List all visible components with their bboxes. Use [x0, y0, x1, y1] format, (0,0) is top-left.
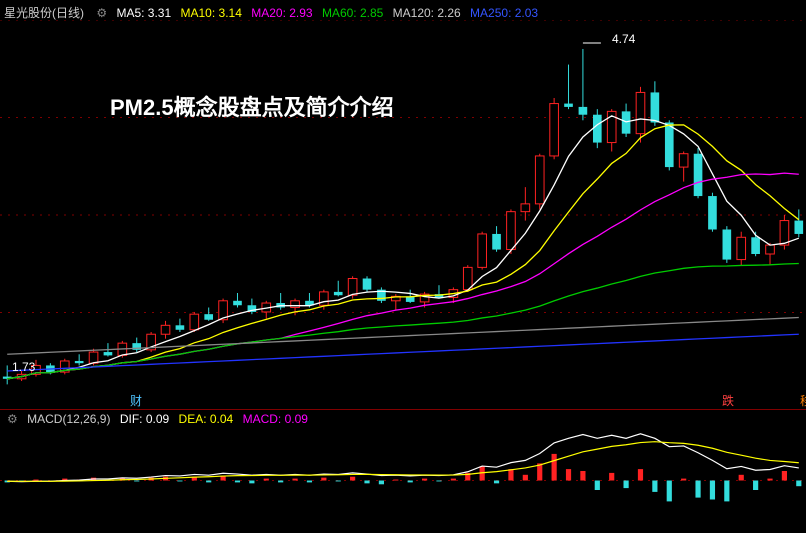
bottom-label-die: 跌 — [722, 392, 734, 409]
ma5-label: MA5: 3.31 — [116, 6, 171, 20]
gear-icon[interactable]: ⚙ — [96, 6, 107, 20]
macd-chart[interactable] — [0, 428, 806, 533]
main-candlestick-chart[interactable]: 4.74 1.73 财 跌 移 — [0, 20, 806, 410]
overlay-title: PM2.5概念股盘点及简介介绍 — [110, 90, 394, 122]
ma120-label: MA120: 2.26 — [393, 6, 461, 20]
ma60-label: MA60: 2.85 — [322, 6, 383, 20]
bottom-label-yi: 移 — [800, 392, 806, 409]
stock-name: 星光股份(日线) — [4, 6, 84, 20]
chart-header: 星光股份(日线) ⚙ MA5: 3.31 MA10: 3.14 MA20: 2.… — [4, 4, 544, 21]
ma20-label: MA20: 2.93 — [251, 6, 312, 20]
high-price-label: 4.74 — [612, 32, 635, 46]
low-price-label: 1.73 — [12, 360, 35, 374]
main-chart-svg — [0, 20, 806, 410]
macd-title: MACD(12,26,9) — [27, 412, 110, 426]
bottom-label-cai: 财 — [130, 392, 142, 409]
macd-chart-svg — [0, 428, 806, 533]
ma250-label: MA250: 2.03 — [470, 6, 538, 20]
ma10-label: MA10: 3.14 — [181, 6, 242, 20]
macd-header: ⚙ MACD(12,26,9) DIF: 0.09 DEA: 0.04 MACD… — [4, 412, 314, 426]
gear-icon[interactable]: ⚙ — [7, 412, 18, 426]
dea-label: DEA: 0.04 — [179, 412, 234, 426]
dif-label: DIF: 0.09 — [120, 412, 169, 426]
macd-label: MACD: 0.09 — [243, 412, 308, 426]
